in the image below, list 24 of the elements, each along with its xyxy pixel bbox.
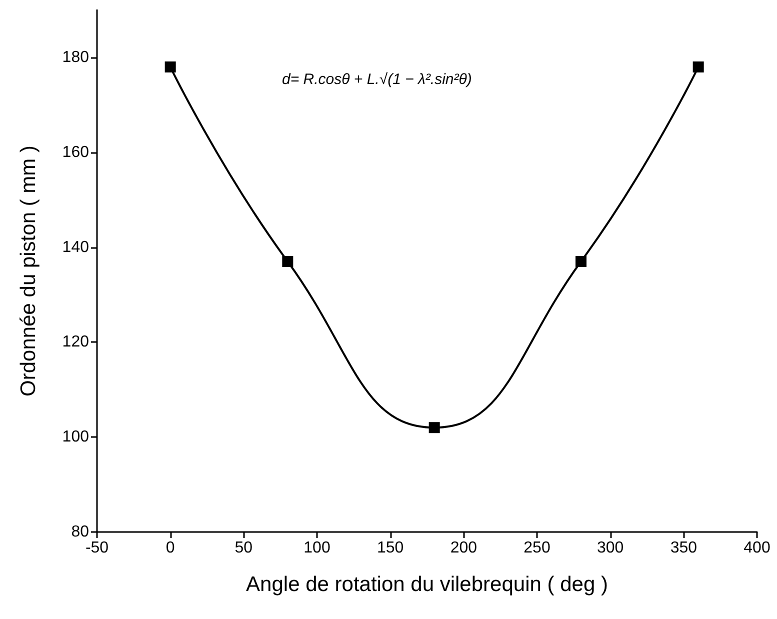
y-tick-label: 140 [62, 238, 90, 256]
x-tick-label: -50 [85, 540, 109, 556]
x-tick-label: 200 [450, 540, 478, 556]
point [428, 422, 440, 434]
point [164, 61, 176, 72]
annotation: d= R.cosθ + L.√(1 − λ².sin²θ) [282, 71, 472, 88]
x-tick-label: 300 [596, 540, 624, 556]
point [576, 256, 586, 268]
x-tick-label: 400 [744, 540, 770, 556]
x-tick-label: 0 [166, 540, 175, 556]
y-tick-label: 180 [62, 48, 90, 66]
y-tick-label: 80 [71, 524, 90, 540]
x-tick-label: 250 [524, 540, 550, 556]
y-tick-label: 120 [62, 334, 90, 351]
x-tick-label: 350 [670, 540, 698, 556]
point [692, 61, 704, 72]
x-tick-label: 100 [304, 540, 330, 556]
x-axis-title: Angle de rotation du vilebrequin ( deg ) [246, 573, 608, 596]
x-tick-label: 50 [234, 540, 253, 556]
y-tick-label: 160 [62, 144, 90, 161]
y-axis-title: Ordonnée du piston ( mm ) [17, 146, 40, 396]
x-tick-label: 150 [376, 540, 404, 556]
point [282, 256, 294, 268]
y-tick-label: 100 [62, 428, 90, 446]
